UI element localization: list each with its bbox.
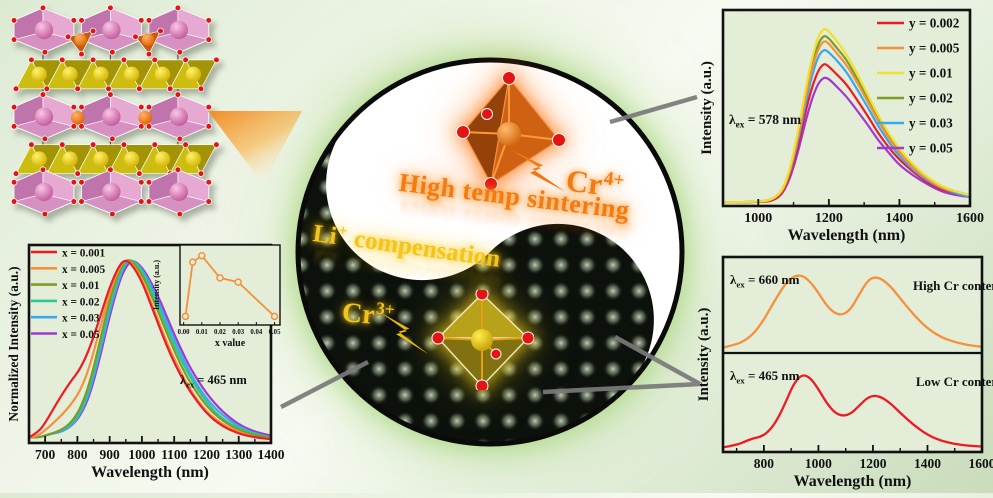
inset-svg: 0.00 0.01 0.02 0.03 0.04 0.05 x value Intensity… (150, 241, 289, 361)
x-tick-label: 1000 (805, 456, 832, 471)
inset-data-marker (272, 313, 278, 319)
legend-label: y = 0.05 (909, 141, 953, 156)
legend-label: x = 0.005 (62, 264, 106, 276)
inset-data-marker (199, 253, 205, 259)
x-tick-label: 700 (35, 447, 56, 462)
legend-label: x = 0.001 (62, 248, 106, 260)
inset-x-tick-label: 0.00 (178, 329, 190, 336)
x-tick-label: 1000 (744, 211, 772, 226)
legend-label: y = 0.01 (909, 66, 953, 81)
x-tick-label: 1600 (969, 456, 993, 471)
inset-x-tick-label: 0.05 (269, 329, 281, 336)
inset-y-axis-title: Intensity (a.u.) (152, 260, 161, 310)
inset-data-marker (235, 279, 241, 285)
x-tick-label: 1200 (193, 447, 220, 462)
x-tick-label: 1600 (956, 211, 984, 226)
inset-data-marker (190, 259, 196, 265)
x-tick-label: 1200 (859, 456, 886, 471)
x-tick-label: 1400 (914, 456, 941, 471)
inset-x-tick-label: 0.01 (196, 329, 208, 336)
inset-x-tick-label: 0.04 (250, 329, 262, 336)
inset-x-axis-title: x value (215, 338, 246, 349)
legend-label: y = 0.03 (909, 116, 953, 131)
crystal-structure-illustration (10, 4, 234, 216)
x-axis-title: Wavelength (nm) (794, 473, 912, 490)
y-axis-title: Normalized Intensity (a.u.) (8, 266, 21, 421)
normalized-emission-chart-cr3: 0.00 0.01 0.02 0.03 0.04 0.05 x value Intensity… (8, 236, 292, 488)
y-axis-title: Intensity (a.u.) (696, 308, 712, 402)
arrow-triangle-icon (205, 100, 305, 190)
inset-x-tick-label: 0.03 (232, 329, 244, 336)
cr3-octahedron-icon (430, 290, 534, 390)
x-tick-label: 1400 (885, 211, 913, 226)
legend-label: x = 0.02 (62, 296, 100, 308)
legend-label: y = 0.005 (909, 41, 960, 56)
legend-label: y = 0.02 (909, 91, 953, 106)
x-tick-label: 1000 (128, 447, 155, 462)
intensity-vs-x-inset-chart: 0.00 0.01 0.02 0.03 0.04 0.05 x value Intensity… (150, 241, 289, 361)
x-tick-label: 900 (100, 447, 121, 462)
x-axis-title: Wavelength (nm) (91, 464, 209, 481)
legend-label: x = 0.05 (62, 329, 100, 341)
inset-data-marker (182, 313, 188, 319)
legend-label: x = 0.03 (62, 313, 100, 325)
x-tick-label: 800 (754, 456, 775, 471)
x-tick-label: 1300 (225, 447, 252, 462)
x-tick-label: 1100 (161, 447, 188, 462)
y-axis-title: Intensity (a.u.) (699, 61, 715, 155)
inset-x-tick-label: 0.02 (214, 329, 226, 336)
inset-data-marker (217, 275, 223, 281)
x-tick-label: 1400 (258, 447, 285, 462)
legend-label: x = 0.01 (62, 280, 100, 292)
legend-label: y = 0.002 (909, 16, 960, 31)
x-tick-label: 800 (67, 447, 88, 462)
x-tick-label: 1200 (815, 211, 843, 226)
